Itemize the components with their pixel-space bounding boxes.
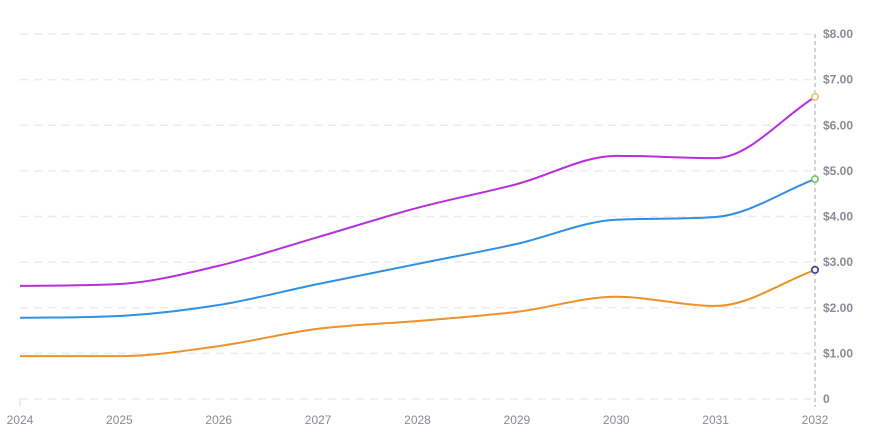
y-tick-label: $7.00 [823, 73, 853, 87]
x-tick-label: 2032 [802, 413, 829, 427]
x-tick-label: 2028 [404, 413, 431, 427]
x-axis-ticks: 2024 2025 2026 2027 2028 2029 2030 2031 2032 [7, 413, 829, 427]
end-point-marker[interactable] [810, 175, 819, 184]
x-tick-label: 2026 [205, 413, 232, 427]
y-tick-label: $4.00 [823, 210, 853, 224]
y-tick-label: $6.00 [823, 118, 853, 132]
end-point-marker[interactable] [810, 265, 819, 274]
y-axis-ticks: 0 $1.00 $2.00 $3.00 $4.00 $5.00 $6.00 $7.00 $8.0… [823, 27, 853, 406]
end-markers [810, 92, 819, 274]
y-tick-label: $8.00 [823, 27, 853, 41]
x-tick-label: 2031 [702, 413, 729, 427]
series-line-1 [19, 96, 816, 287]
y-tick-label: $1.00 [823, 346, 853, 360]
x-tick-label: 2024 [7, 413, 34, 427]
x-tick-label: 2027 [305, 413, 332, 427]
y-tick-label: 0 [823, 392, 830, 406]
end-point-marker[interactable] [810, 92, 819, 101]
y-tick-label: $3.00 [823, 255, 853, 269]
series-line-2 [19, 178, 816, 319]
y-tick-label: $5.00 [823, 164, 853, 178]
series-lines [19, 96, 816, 358]
x-tick-label: 2030 [603, 413, 630, 427]
gridlines [19, 33, 816, 407]
series-line-3 [20, 268, 816, 358]
x-tick-label: 2029 [504, 413, 531, 427]
x-tick-label: 2025 [106, 413, 133, 427]
y-tick-label: $2.00 [823, 301, 853, 315]
